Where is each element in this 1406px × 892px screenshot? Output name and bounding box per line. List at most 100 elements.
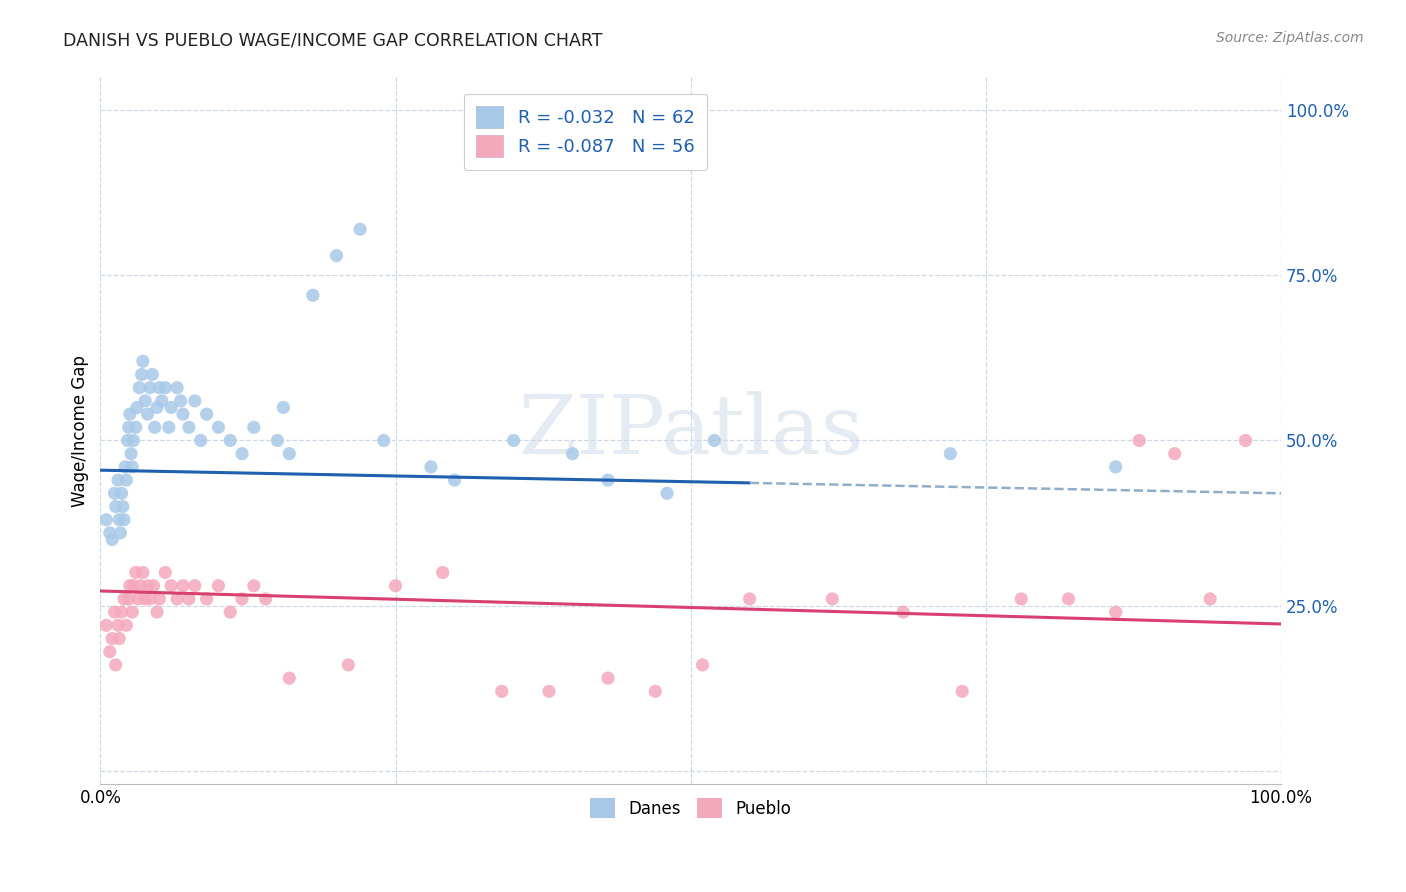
Point — [112, 513, 135, 527]
Point — [1163, 447, 1185, 461]
Point — [219, 605, 242, 619]
Point — [118, 407, 141, 421]
Point — [150, 393, 173, 408]
Point — [278, 447, 301, 461]
Point — [118, 420, 141, 434]
Point — [502, 434, 524, 448]
Point — [134, 393, 156, 408]
Point — [419, 459, 441, 474]
Point — [118, 591, 141, 606]
Point — [243, 579, 266, 593]
Point — [131, 368, 153, 382]
Point — [561, 447, 583, 461]
Point — [160, 401, 183, 415]
Point — [219, 434, 242, 448]
Point — [155, 381, 177, 395]
Point — [1105, 605, 1128, 619]
Point — [273, 401, 295, 415]
Text: DANISH VS PUEBLO WAGE/INCOME GAP CORRELATION CHART: DANISH VS PUEBLO WAGE/INCOME GAP CORRELA… — [63, 31, 603, 49]
Point — [148, 381, 170, 395]
Point — [432, 566, 454, 580]
Point — [703, 434, 725, 448]
Point — [596, 671, 619, 685]
Point — [132, 354, 155, 368]
Point — [160, 579, 183, 593]
Point — [146, 605, 169, 619]
Point — [134, 591, 156, 606]
Point — [128, 381, 150, 395]
Point — [127, 591, 149, 606]
Point — [148, 591, 170, 606]
Point — [125, 420, 148, 434]
Point — [139, 381, 162, 395]
Point — [491, 684, 513, 698]
Point — [98, 645, 121, 659]
Y-axis label: Wage/Income Gap: Wage/Income Gap — [72, 355, 89, 507]
Point — [821, 591, 844, 606]
Point — [384, 579, 406, 593]
Point — [98, 525, 121, 540]
Point — [108, 513, 131, 527]
Point — [125, 401, 148, 415]
Text: Source: ZipAtlas.com: Source: ZipAtlas.com — [1216, 31, 1364, 45]
Point — [1234, 434, 1257, 448]
Point — [195, 407, 218, 421]
Point — [111, 500, 134, 514]
Point — [122, 579, 145, 593]
Point — [107, 618, 129, 632]
Point — [114, 459, 136, 474]
Point — [172, 407, 194, 421]
Point — [254, 591, 277, 606]
Point — [166, 591, 188, 606]
Point — [325, 249, 347, 263]
Point — [207, 579, 229, 593]
Point — [537, 684, 560, 698]
Point — [141, 368, 163, 382]
Point — [110, 486, 132, 500]
Point — [107, 473, 129, 487]
Point — [655, 486, 678, 500]
Point — [139, 591, 162, 606]
Point — [121, 605, 143, 619]
Point — [118, 579, 141, 593]
Point — [184, 579, 207, 593]
Point — [104, 500, 127, 514]
Point — [132, 566, 155, 580]
Point — [101, 533, 124, 547]
Point — [1128, 434, 1150, 448]
Point — [692, 657, 714, 672]
Point — [231, 447, 253, 461]
Point — [373, 434, 395, 448]
Point — [950, 684, 973, 698]
Point — [117, 434, 139, 448]
Point — [103, 486, 125, 500]
Point — [110, 525, 132, 540]
Point — [349, 222, 371, 236]
Point — [172, 579, 194, 593]
Point — [177, 420, 200, 434]
Point — [184, 393, 207, 408]
Point — [120, 447, 142, 461]
Point — [1199, 591, 1222, 606]
Text: ZIPatlas: ZIPatlas — [517, 391, 863, 471]
Point — [146, 401, 169, 415]
Point — [101, 632, 124, 646]
Point — [1057, 591, 1080, 606]
Point — [157, 420, 180, 434]
Point — [142, 579, 165, 593]
Point — [278, 671, 301, 685]
Point — [302, 288, 325, 302]
Point — [596, 473, 619, 487]
Point — [115, 618, 138, 632]
Point — [104, 657, 127, 672]
Point — [110, 605, 132, 619]
Point — [243, 420, 266, 434]
Point — [125, 566, 148, 580]
Point — [122, 434, 145, 448]
Point — [190, 434, 212, 448]
Point — [1105, 459, 1128, 474]
Point — [644, 684, 666, 698]
Point — [143, 420, 166, 434]
Point — [112, 591, 135, 606]
Point — [108, 632, 131, 646]
